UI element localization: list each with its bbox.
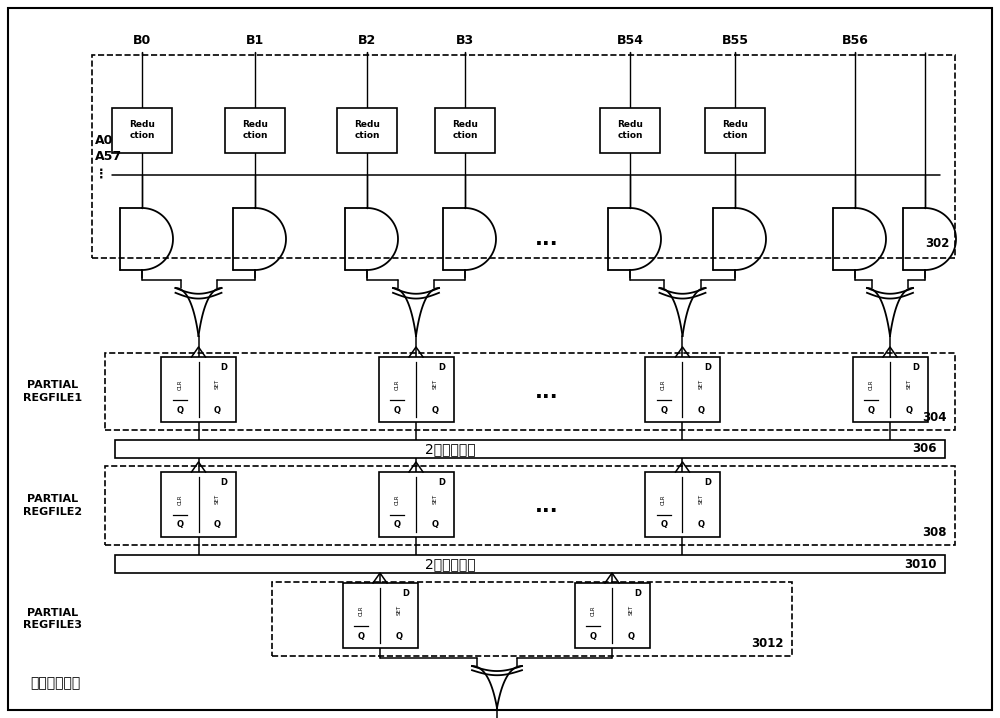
Text: CLR: CLR [177, 494, 182, 505]
Text: SET: SET [906, 379, 911, 389]
Text: Redu
ction: Redu ction [354, 121, 380, 140]
FancyBboxPatch shape [112, 108, 172, 152]
FancyBboxPatch shape [435, 108, 495, 152]
Text: D: D [912, 363, 919, 372]
FancyBboxPatch shape [161, 357, 236, 422]
Text: Q: Q [627, 632, 634, 640]
Text: Redu
ction: Redu ction [722, 121, 748, 140]
Text: A0
A57
⋮: A0 A57 ⋮ [95, 134, 122, 180]
Text: Q: Q [660, 406, 667, 414]
Text: B55: B55 [722, 34, 748, 47]
Text: D: D [220, 478, 227, 487]
Text: Q: Q [358, 632, 365, 640]
Text: D: D [220, 363, 227, 372]
Text: 306: 306 [912, 442, 937, 455]
Text: ...: ... [535, 381, 559, 401]
Text: 模乘操作框图: 模乘操作框图 [30, 676, 80, 690]
Text: CLR: CLR [395, 494, 400, 505]
Text: 302: 302 [926, 237, 950, 250]
Text: Q: Q [394, 406, 401, 414]
Text: SET: SET [432, 494, 437, 504]
Text: SET: SET [396, 605, 401, 615]
Text: SET: SET [215, 379, 220, 389]
Text: Q: Q [176, 406, 183, 414]
FancyBboxPatch shape [378, 472, 454, 537]
Text: D: D [634, 589, 641, 598]
Text: B0: B0 [133, 34, 151, 47]
FancyBboxPatch shape [645, 357, 720, 422]
Text: CLR: CLR [359, 605, 364, 615]
FancyBboxPatch shape [115, 555, 945, 573]
Text: Q: Q [395, 632, 402, 640]
FancyBboxPatch shape [342, 583, 418, 648]
Text: CLR: CLR [869, 379, 874, 390]
Text: 2级异或树链: 2级异或树链 [425, 442, 475, 456]
Text: Redu
ction: Redu ction [617, 121, 643, 140]
Text: CLR: CLR [591, 605, 596, 615]
FancyBboxPatch shape [645, 472, 720, 537]
Text: Q: Q [394, 521, 401, 529]
FancyBboxPatch shape [574, 583, 650, 648]
Text: Q: Q [698, 406, 705, 414]
Text: Q: Q [590, 632, 597, 640]
Text: D: D [402, 589, 409, 598]
Text: Q: Q [176, 521, 183, 529]
FancyBboxPatch shape [337, 108, 397, 152]
Text: Q: Q [431, 406, 438, 414]
Text: Q: Q [868, 406, 875, 414]
FancyBboxPatch shape [378, 357, 454, 422]
Text: Q: Q [698, 521, 705, 529]
Text: SET: SET [432, 379, 437, 389]
Text: B54: B54 [616, 34, 644, 47]
Text: SET: SET [699, 494, 704, 504]
Text: CLR: CLR [177, 379, 182, 390]
Text: Q: Q [214, 406, 221, 414]
Text: CLR: CLR [661, 494, 666, 505]
Text: PARTIAL
REGFILE2: PARTIAL REGFILE2 [23, 494, 83, 517]
Text: 3012: 3012 [752, 637, 784, 650]
FancyBboxPatch shape [225, 108, 285, 152]
Text: Redu
ction: Redu ction [452, 121, 478, 140]
Text: CLR: CLR [661, 379, 666, 390]
Text: Q: Q [214, 521, 221, 529]
Text: B2: B2 [358, 34, 376, 47]
Text: PARTIAL
REGFILE1: PARTIAL REGFILE1 [23, 381, 83, 403]
FancyBboxPatch shape [705, 108, 765, 152]
FancyBboxPatch shape [852, 357, 928, 422]
Text: B56: B56 [842, 34, 868, 47]
Text: ...: ... [535, 495, 559, 516]
Text: Q: Q [660, 521, 667, 529]
Text: ...: ... [535, 229, 559, 249]
Text: Redu
ction: Redu ction [129, 121, 155, 140]
Text: D: D [704, 478, 711, 487]
Text: B1: B1 [246, 34, 264, 47]
Text: 2级异或树链: 2级异或树链 [425, 557, 475, 571]
Text: 304: 304 [923, 411, 947, 424]
Text: 308: 308 [923, 526, 947, 539]
Text: Redu
ction: Redu ction [242, 121, 268, 140]
Text: SET: SET [215, 494, 220, 504]
FancyBboxPatch shape [600, 108, 660, 152]
Text: SET: SET [628, 605, 633, 615]
Text: 3010: 3010 [904, 557, 937, 571]
Text: Q: Q [905, 406, 912, 414]
Text: SET: SET [699, 379, 704, 389]
FancyBboxPatch shape [161, 472, 236, 537]
Text: CLR: CLR [395, 379, 400, 390]
Text: D: D [438, 478, 445, 487]
Text: Q: Q [431, 521, 438, 529]
FancyBboxPatch shape [115, 440, 945, 458]
Text: D: D [704, 363, 711, 372]
Text: D: D [438, 363, 445, 372]
Text: PARTIAL
REGFILE3: PARTIAL REGFILE3 [24, 608, 82, 630]
Text: B3: B3 [456, 34, 474, 47]
